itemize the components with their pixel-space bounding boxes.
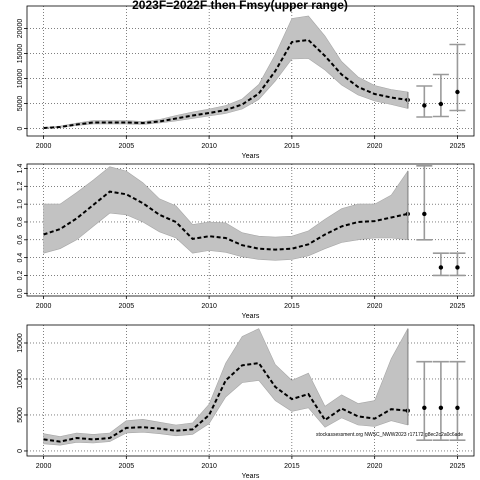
y-axis-label: SSB (0, 64, 2, 78)
x-axis-label: Years (242, 473, 260, 480)
y-tick-label: 0 (17, 126, 24, 130)
x-tick-label: 2020 (367, 463, 383, 470)
projection-point (422, 405, 427, 410)
y-tick-label: 1.0 (17, 199, 24, 209)
confidence-band (43, 328, 409, 446)
x-tick-label: 2015 (284, 303, 300, 310)
x-tick-label: 2010 (201, 303, 217, 310)
panel-catch: 2000 2005 2010 2015 2020 2025 0 5000 10000 15000 Y… (0, 324, 475, 480)
projection-point (455, 265, 460, 270)
x-tick-label: 2010 (201, 463, 217, 470)
projection-point (438, 101, 444, 107)
x-tick-label: 2005 (119, 463, 135, 470)
estimate-line (43, 190, 409, 251)
y-tick-label: 1.2 (17, 181, 24, 191)
x-tick-label: 2015 (284, 143, 300, 150)
y-tick-label: 0.8 (17, 217, 24, 227)
y-tick-label: 10000 (17, 69, 24, 89)
x-tick-label: 2020 (367, 303, 383, 310)
confidence-band (43, 166, 409, 261)
y-tick-label: 10000 (17, 369, 24, 389)
projection-point (422, 103, 427, 108)
x-axis-label: Years (242, 153, 260, 160)
projection-point (455, 89, 460, 95)
plot-frame (26, 5, 475, 137)
x-tick-label: 2000 (36, 143, 52, 150)
plot-frame (26, 324, 475, 457)
x-tick-label: 2000 (36, 463, 52, 470)
x-tick-label: 2015 (284, 463, 300, 470)
x-tick-label: 2025 (450, 303, 466, 310)
plot-frame (26, 163, 475, 297)
y-tick-label: 0.2 (17, 271, 24, 281)
x-axis-label: Years (242, 313, 260, 320)
y-tick-label: 15000 (17, 44, 24, 64)
y-tick-label: 0.4 (17, 253, 24, 263)
projection-point (438, 405, 444, 410)
x-tick-label: 2010 (201, 143, 217, 150)
estimate-line (43, 362, 408, 443)
x-tick-label: 2005 (119, 143, 135, 150)
x-tick-label: 2005 (119, 303, 135, 310)
x-tick-label: 2020 (367, 143, 383, 150)
y-tick-label: 0.0 (17, 288, 24, 298)
y-tick-label: 0 (17, 449, 24, 453)
y-tick-label: 5000 (17, 96, 24, 112)
x-tick-label: 2025 (450, 143, 466, 150)
y-axis-label: F (0, 228, 2, 232)
confidence-band (43, 15, 409, 129)
projection-point (422, 211, 427, 217)
y-tick-label: 15000 (17, 333, 24, 353)
y-axis-label: Catch (0, 381, 2, 399)
panel-ssb: 2000 2005 2010 2015 2020 2025 0 5000 10000 15000 2… (0, 5, 475, 160)
y-tick-label: 5000 (17, 407, 24, 423)
watermark-text: stockassessment.org NWSC_NWW2023 r17172 … (316, 432, 463, 438)
y-tick-label: 0.6 (17, 235, 24, 245)
projection-point (455, 405, 460, 410)
x-tick-label: 2025 (450, 463, 466, 470)
x-tick-label: 2000 (36, 303, 52, 310)
panel-f: 2000 2005 2010 2015 2020 2025 0.0 0.2 0.4 0.6 0.8 1… (0, 163, 475, 320)
estimate-line (43, 38, 408, 129)
y-tick-label: 20000 (17, 19, 24, 39)
projection-point (438, 265, 444, 270)
y-tick-label: 1.4 (17, 163, 24, 173)
